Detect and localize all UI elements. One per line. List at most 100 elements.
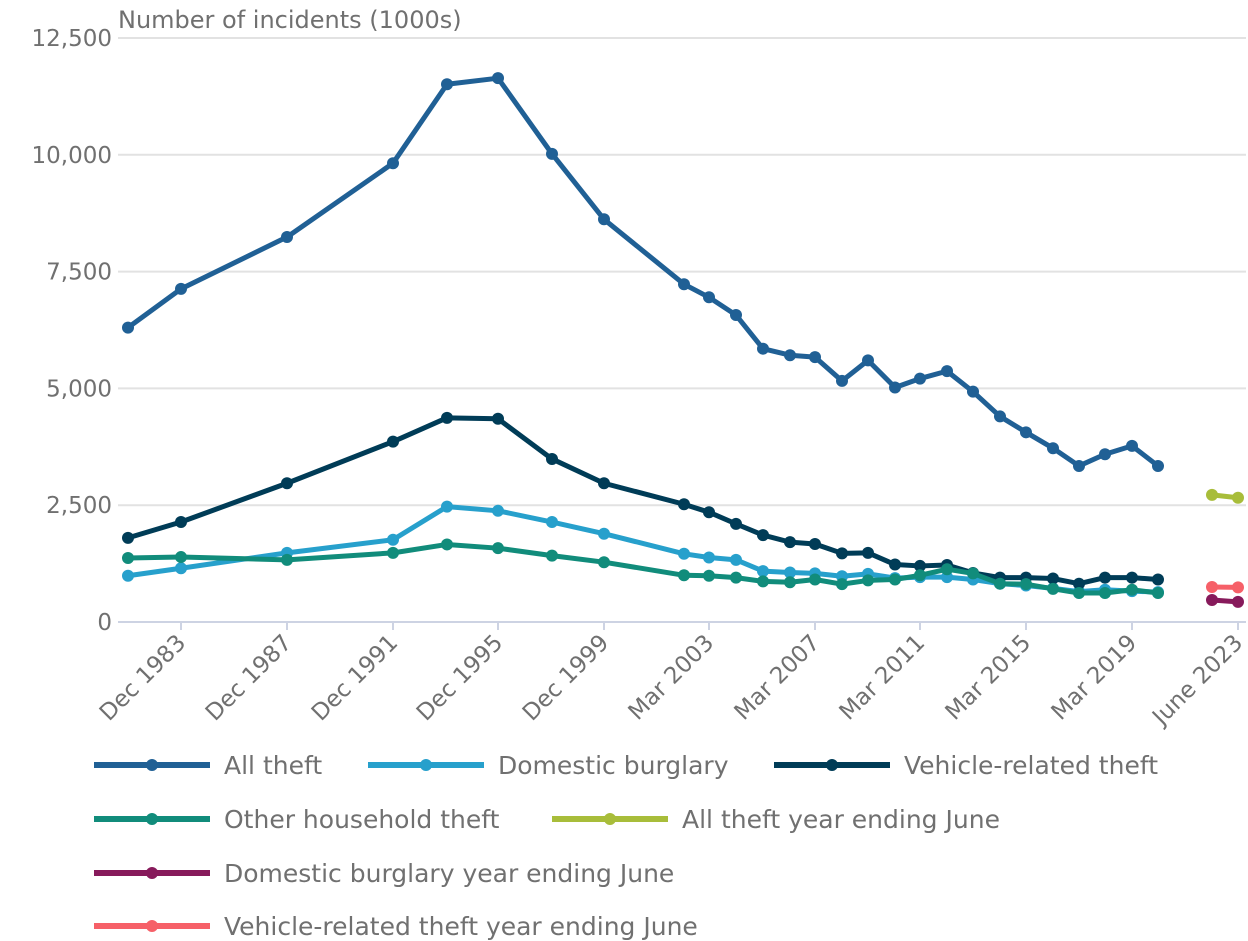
data-point [994,410,1006,423]
data-point [914,569,926,582]
data-point [1099,448,1111,461]
x-tick-label: Mar 2011 [835,630,931,726]
data-point [678,569,690,582]
legend-item-all-theft-year-ending-june: All theft year ending June [552,805,1000,834]
data-point [1152,573,1164,586]
y-tick-label: 2,500 [46,493,112,519]
legend-item-domestic-burglary-year-ending-june: Domestic burglary year ending June [94,859,674,888]
y-tick-label: 5,000 [46,376,112,402]
data-point [1152,587,1164,600]
x-tick-label: Dec 1991 [307,630,403,726]
data-point [914,372,926,385]
data-point [546,516,558,529]
data-point [757,575,769,588]
data-point [492,542,504,555]
data-point [1047,572,1059,585]
series-domestic-burglary-year-ending-june [1206,594,1244,608]
data-point [730,517,742,530]
x-tick-label: Dec 1983 [95,630,191,726]
data-point [1232,581,1244,594]
data-point [994,577,1006,590]
data-point [1099,587,1111,600]
legend-swatch-marker [146,920,158,932]
gridlines [118,37,1246,623]
data-point [281,231,293,244]
data-point [836,578,848,591]
legend-swatch-marker [826,759,838,771]
data-point [1020,578,1032,591]
data-point [889,573,901,586]
series-group [122,72,1244,608]
data-point [889,558,901,571]
data-point [809,537,821,550]
data-point [1126,583,1138,596]
data-point [730,571,742,584]
data-point [441,500,453,513]
data-point [492,412,504,425]
data-point [757,565,769,578]
y-axis-ticks: 0 2,500 5,000 7,500 10,000 12,500 [32,26,112,636]
data-point [1152,459,1164,472]
data-point [914,559,926,572]
series-other-household-theft [122,538,1164,600]
data-point [387,546,399,559]
data-point [784,566,796,579]
legend-label: All theft [224,751,322,780]
data-point [492,504,504,517]
data-point [175,562,187,575]
data-point [862,574,874,587]
data-point [122,551,134,564]
y-axis-title: Number of incidents (1000s) [118,6,462,34]
legend-item-other-household-theft: Other household theft [94,805,500,834]
y-tick-label: 0 [97,610,112,636]
data-point [546,549,558,562]
y-tick-label: 10,000 [32,143,112,169]
x-tick-label: Dec 1999 [518,630,614,726]
data-point [809,351,821,364]
x-axis-ticks: Dec 1983 Dec 1987 Dec 1991 Dec 1995 Dec 1999… [95,622,1248,732]
data-point [703,506,715,519]
data-point [730,309,742,322]
legend-swatch-marker [146,813,158,825]
data-point [122,321,134,334]
legend-label: All theft year ending June [682,805,1000,834]
data-point [1047,442,1059,455]
data-point [441,78,453,91]
series-all-theft [122,72,1164,472]
series-all-theft-year-ending-june [1206,488,1244,504]
legend-swatch-marker [146,759,158,771]
legend-label: Other household theft [224,805,500,834]
data-point [1099,571,1111,584]
data-point [967,567,979,580]
data-point [441,538,453,551]
data-point [441,411,453,424]
data-point [941,365,953,378]
x-tick-label: Mar 2007 [730,630,826,726]
legend-item-all-theft: All theft [94,751,322,780]
data-point [598,527,610,540]
x-tick-label: June 2023 [1146,630,1248,732]
data-point [1047,582,1059,595]
data-point [1206,580,1218,593]
data-point [678,278,690,291]
data-point [1073,459,1085,472]
data-point [175,551,187,564]
data-point [281,553,293,566]
data-point [678,498,690,511]
data-point [757,529,769,542]
legend: All theft Domestic burglary Vehicle-relate… [94,751,1158,941]
data-point [598,213,610,226]
data-point [784,536,796,549]
legend-swatch-marker [604,813,616,825]
y-tick-label: 12,500 [32,26,112,52]
legend-label: Domestic burglary year ending June [224,859,674,888]
data-point [784,349,796,362]
data-point [122,531,134,544]
data-point [784,576,796,589]
legend-item-vehicle-related-theft: Vehicle-related theft [774,751,1158,780]
x-tick-label: Dec 1987 [201,630,297,726]
y-tick-label: 7,500 [46,260,112,286]
series-vehicle-related-theft-year-ending-june [1206,580,1244,594]
data-point [546,452,558,465]
data-point [862,354,874,367]
